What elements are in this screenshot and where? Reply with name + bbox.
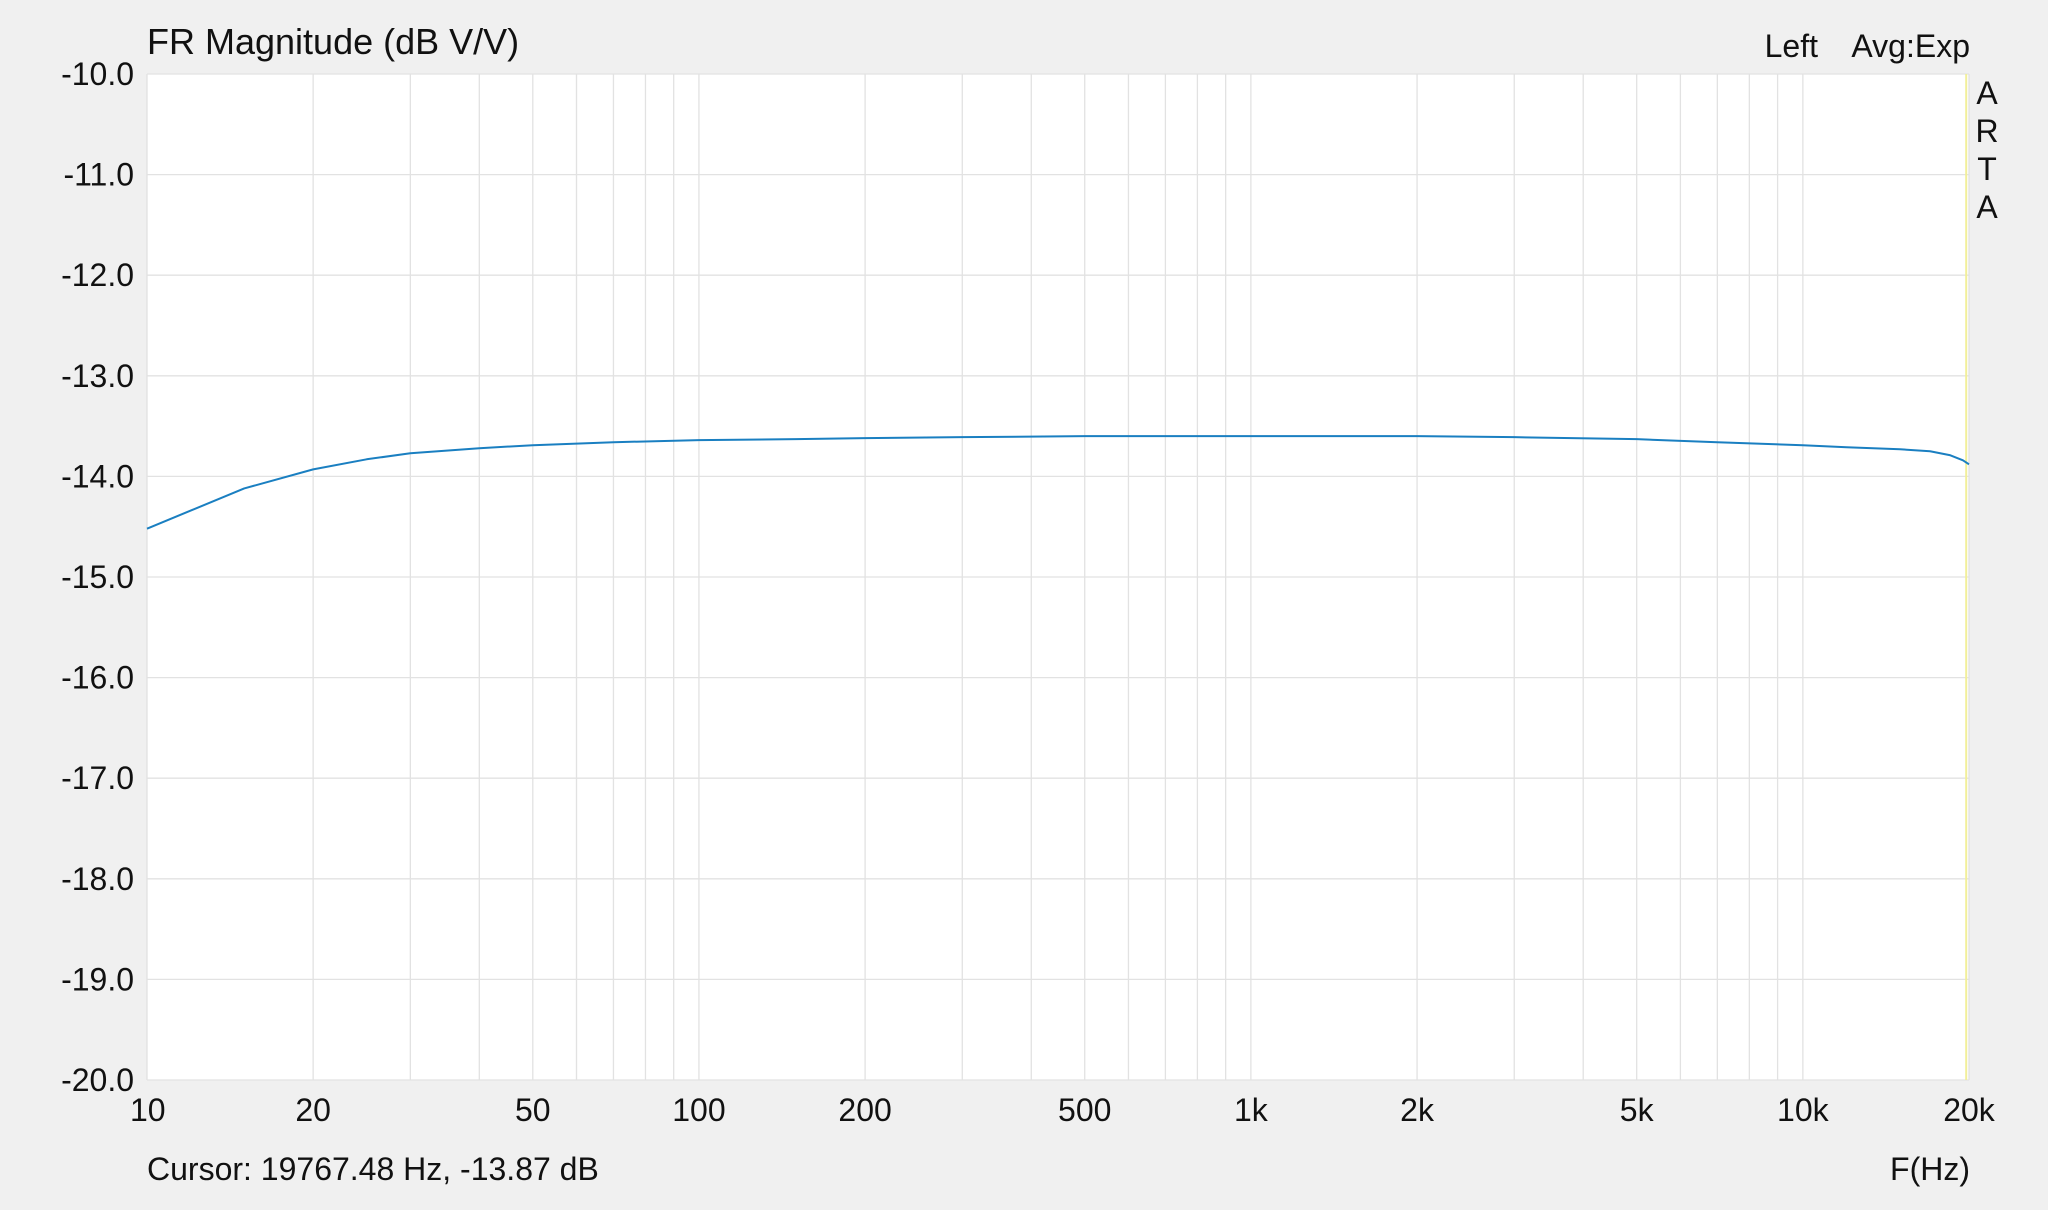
x-tick-label: 20k: [1943, 1092, 1996, 1128]
grid-lines: [146, 73, 1970, 1081]
y-tick-label: -17.0: [61, 760, 134, 796]
x-tick-label: 20: [295, 1092, 331, 1128]
channel-label: Left: [1765, 28, 1818, 64]
y-tick-label: -14.0: [61, 458, 134, 494]
x-tick-label: 5k: [1620, 1092, 1655, 1128]
series-line: [146, 435, 1970, 530]
y-tick-label: -15.0: [61, 559, 134, 595]
y-tick-label: -11.0: [63, 157, 134, 193]
y-tick-label: -18.0: [61, 861, 134, 897]
x-tick-label: 10k: [1777, 1092, 1830, 1128]
y-axis-tick-labels: -10.0 -11.0 -12.0 -13.0 -14.0 -15.0 -16.0 -17.0…: [61, 56, 134, 1098]
y-tick-label: -12.0: [61, 257, 134, 293]
chart-title: FR Magnitude (dB V/V): [147, 21, 519, 62]
x-tick-label: 100: [672, 1092, 725, 1128]
y-tick-label: -19.0: [61, 961, 134, 997]
watermark-letter: T: [1977, 151, 1997, 187]
watermark-letter: R: [1975, 113, 1998, 149]
y-tick-label: -13.0: [61, 358, 134, 394]
averaging-label: Avg:Exp: [1851, 28, 1970, 64]
x-tick-label: 50: [515, 1092, 551, 1128]
series-layer: [146, 435, 1970, 530]
watermark-letter: A: [1976, 189, 1998, 225]
cursor-readout: Cursor: 19767.48 Hz, -13.87 dB: [147, 1151, 599, 1187]
x-axis-tick-labels: 10 20 50 100 200 500 1k 2k 5k 10k 20k: [130, 1092, 1996, 1128]
y-tick-label: -16.0: [61, 660, 134, 696]
x-tick-label: 500: [1058, 1092, 1111, 1128]
x-tick-label: 2k: [1400, 1092, 1435, 1128]
y-tick-label: -10.0: [61, 56, 134, 92]
y-tick-label: -20.0: [61, 1062, 134, 1098]
x-tick-label: 10: [130, 1092, 166, 1128]
x-tick-label: 1k: [1234, 1092, 1269, 1128]
x-axis-label: F(Hz): [1890, 1151, 1970, 1187]
x-tick-label: 200: [838, 1092, 891, 1128]
watermark-letter: A: [1976, 75, 1998, 111]
